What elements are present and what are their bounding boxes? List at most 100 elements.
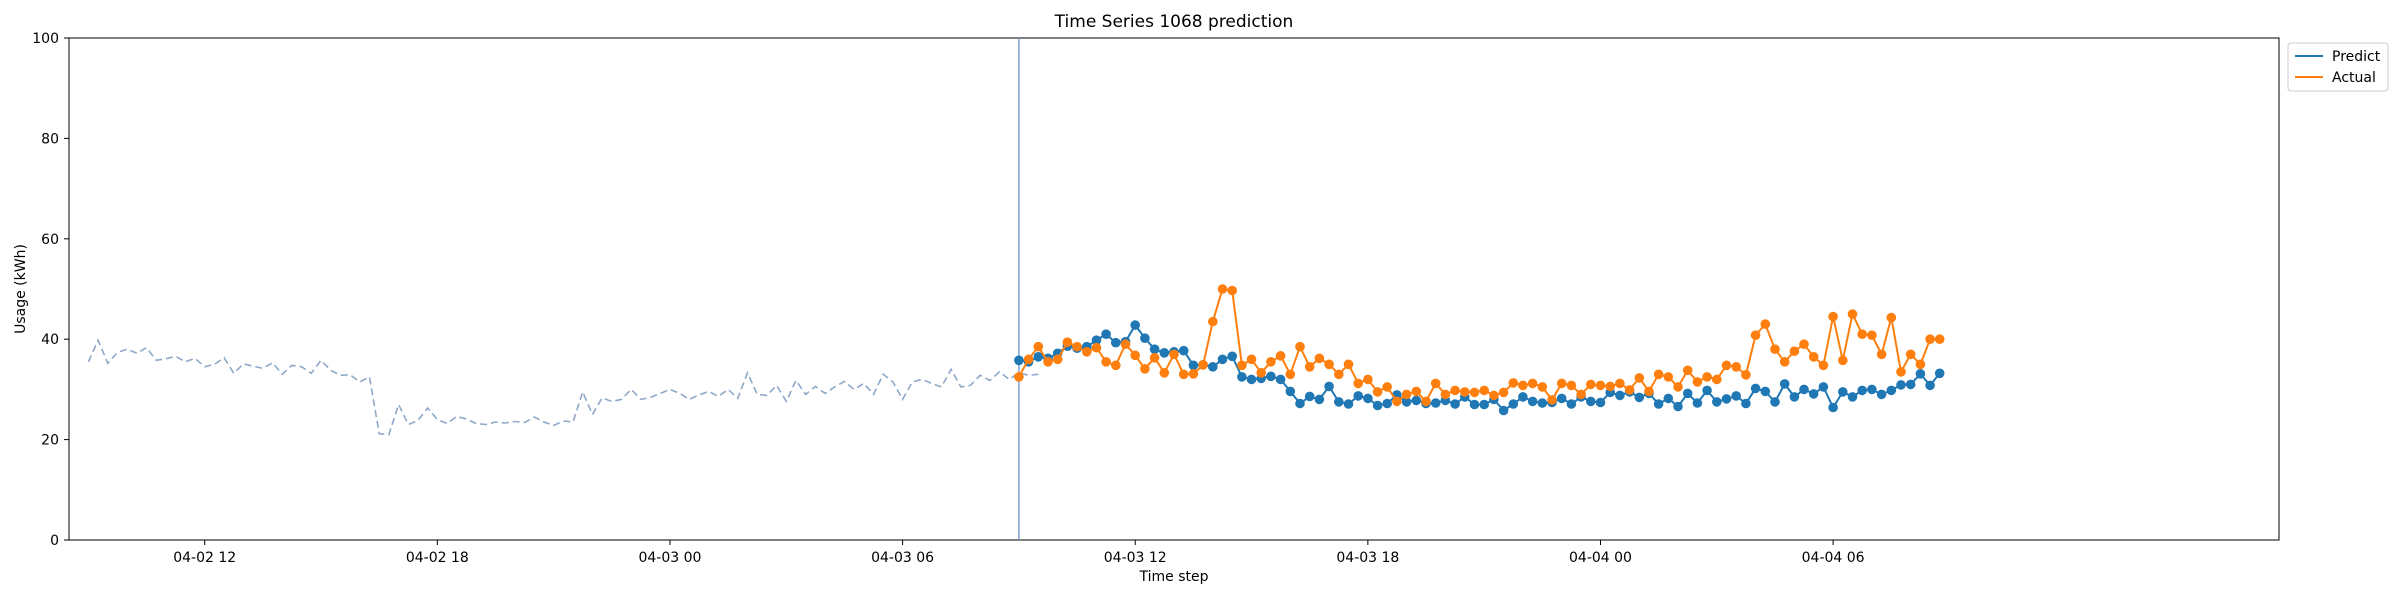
data-point-predict — [1324, 381, 1334, 392]
data-point-actual — [1469, 387, 1480, 398]
x-tick-label: 04-03 12 — [1104, 550, 1167, 566]
data-point-actual — [1576, 389, 1586, 400]
data-point-actual — [1712, 374, 1722, 385]
data-point-actual — [1421, 396, 1431, 407]
data-point-actual — [1440, 389, 1451, 400]
data-point-actual — [1886, 312, 1897, 323]
data-point-predict — [1033, 352, 1044, 362]
data-point-actual — [1101, 357, 1111, 367]
data-point-predict — [1712, 397, 1722, 407]
data-point-predict — [1450, 399, 1460, 409]
y-axis-label: Usage (kWh) — [13, 244, 29, 334]
data-point-actual — [1566, 380, 1577, 391]
data-point-actual — [1460, 387, 1470, 397]
data-point-predict — [1372, 400, 1383, 411]
data-point-actual — [1770, 344, 1780, 355]
data-point-predict — [1779, 379, 1790, 389]
data-point-actual — [1382, 382, 1392, 392]
data-point-actual — [1867, 330, 1877, 341]
data-point-predict — [1896, 380, 1906, 390]
data-point-predict — [1692, 398, 1703, 408]
data-point-predict — [1343, 399, 1354, 409]
data-point-actual — [1033, 341, 1044, 352]
data-point-actual — [1082, 347, 1092, 357]
data-point-actual — [1760, 319, 1771, 329]
data-point-predict — [1285, 386, 1296, 397]
data-point-actual — [1682, 365, 1693, 376]
data-point-actual — [1624, 385, 1635, 395]
data-point-actual — [1353, 378, 1363, 389]
data-point-actual — [1818, 360, 1829, 371]
data-point-predict — [1673, 401, 1683, 412]
data-point-actual — [1275, 351, 1286, 361]
data-point-predict — [1091, 335, 1102, 346]
data-point-actual — [1266, 357, 1276, 367]
data-point-actual — [1838, 355, 1848, 366]
data-point-predict — [1508, 399, 1519, 409]
data-point-actual — [1217, 284, 1228, 294]
data-point-predict — [1208, 362, 1218, 372]
data-point-actual — [1857, 329, 1867, 340]
data-point-predict — [1334, 397, 1344, 407]
data-point-predict — [1246, 374, 1257, 385]
data-point-actual — [1789, 346, 1800, 357]
data-point-predict — [1469, 399, 1480, 410]
data-point-actual — [1023, 354, 1034, 365]
data-point-actual — [1392, 396, 1402, 407]
data-point-predict — [1818, 382, 1829, 392]
data-point-actual — [1915, 359, 1926, 370]
data-point-actual — [1256, 368, 1266, 378]
data-point-predict — [1527, 396, 1538, 407]
data-point-actual — [1847, 309, 1858, 319]
data-point-predict — [1876, 389, 1887, 400]
x-tick-label: 04-03 00 — [638, 550, 701, 566]
x-axis-label: Time step — [1139, 569, 1209, 585]
data-point-actual — [1925, 334, 1935, 345]
legend: Predict Actual — [2287, 42, 2389, 92]
data-point-predict — [1295, 398, 1305, 409]
data-point-actual — [1072, 341, 1082, 352]
data-point-actual — [1140, 364, 1150, 374]
data-point-predict — [1149, 344, 1160, 355]
data-point-actual — [1208, 316, 1218, 327]
data-point-predict — [1934, 368, 1945, 379]
data-point-predict — [1188, 360, 1199, 371]
data-point-actual — [1111, 360, 1121, 371]
data-point-actual — [1634, 373, 1645, 383]
data-point-predict — [1518, 392, 1528, 402]
data-point-actual — [1595, 380, 1606, 391]
data-point-predict — [1411, 395, 1422, 406]
data-point-actual — [1285, 369, 1296, 380]
data-point-predict — [1101, 329, 1111, 340]
y-axis: 0 20 40 60 80 100 — [32, 31, 69, 549]
data-point-actual — [1799, 339, 1809, 350]
data-point-actual — [1498, 387, 1509, 398]
data-point-actual — [1663, 372, 1674, 382]
data-point-predict — [1159, 348, 1170, 358]
x-tick-label: 04-03 18 — [1336, 550, 1399, 566]
data-point-actual — [1489, 390, 1499, 401]
data-point-actual — [1934, 334, 1945, 345]
y-tick-label: 40 — [41, 332, 59, 348]
data-point-actual — [1828, 311, 1838, 322]
data-point-actual — [1673, 382, 1683, 392]
y-tick-label: 80 — [41, 131, 59, 147]
data-point-actual — [1401, 389, 1412, 400]
data-point-predict — [1905, 379, 1916, 390]
data-point-actual — [1750, 330, 1761, 341]
x-tick-label: 04-04 00 — [1569, 550, 1632, 566]
data-point-actual — [1556, 378, 1567, 389]
data-point-predict — [1556, 393, 1567, 404]
data-point-predict — [1566, 399, 1577, 409]
data-point-actual — [1043, 357, 1053, 367]
data-point-actual — [1062, 337, 1073, 348]
data-point-predict — [1925, 380, 1935, 391]
data-point-predict — [1595, 397, 1606, 408]
data-point-predict — [1178, 345, 1189, 356]
data-point-predict — [1479, 399, 1489, 410]
data-point-actual — [1779, 357, 1790, 367]
data-point-actual — [1295, 341, 1305, 352]
data-point-predict — [1130, 320, 1140, 330]
data-point-predict — [1741, 398, 1751, 409]
data-point-predict — [1663, 393, 1674, 404]
